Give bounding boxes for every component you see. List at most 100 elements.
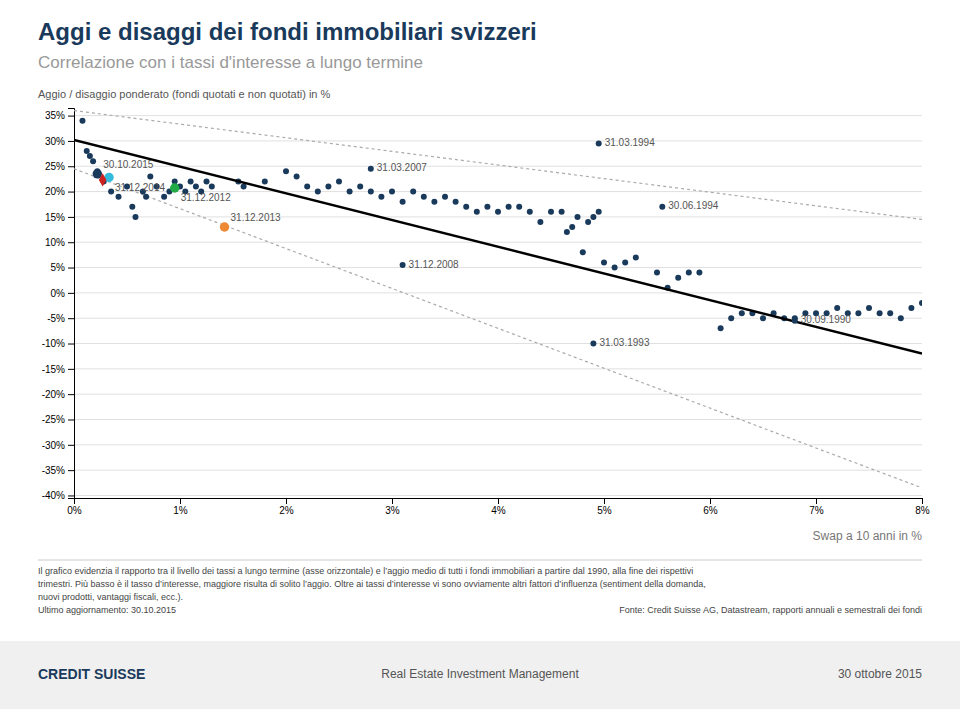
x-tick: 6% (703, 498, 718, 516)
footer-date: 30 ottobre 2015 (838, 667, 922, 681)
grid-line (74, 140, 922, 141)
title: Aggi e disaggi dei fondi immobiliari svi… (38, 18, 537, 45)
x-tick: 1% (173, 498, 188, 516)
regression-line (74, 140, 922, 354)
point (129, 204, 135, 210)
y-tick: 0% (51, 288, 74, 299)
point (283, 168, 289, 174)
highlight-label: 31.12.2014 (115, 182, 165, 193)
x-axis: 0%1%2%3%4%5%6%7%8% (67, 498, 930, 516)
x-tick-mark (180, 498, 181, 504)
x-tick-mark (816, 498, 817, 504)
point (474, 209, 480, 215)
annotated-point (400, 262, 406, 268)
y-tick: -30% (42, 440, 74, 451)
grid-line (74, 470, 922, 471)
x-tick-label: 3% (385, 505, 400, 516)
annotation-label: 30.09.1990 (801, 314, 851, 325)
y-tick-mark (68, 166, 74, 167)
footer-note: trimestri. Più basso è il tasso d’intere… (38, 579, 706, 589)
x-axis-line (75, 499, 923, 505)
point (389, 189, 395, 195)
point (537, 219, 543, 225)
point (686, 270, 692, 276)
y-tick-mark (68, 445, 74, 446)
y-axis-title: Aggio / disaggio ponderato (fondi quotat… (38, 88, 331, 100)
y-tick-label: 25% (45, 161, 65, 172)
annotated-point (590, 341, 596, 347)
y-tick-label: 15% (45, 212, 65, 223)
y-axis: -40%-35%-30%-25%-20%-15%-10%-5%0%5%10%15… (42, 109, 75, 502)
point (569, 224, 575, 230)
point (147, 173, 153, 179)
point (516, 204, 522, 210)
y-tick: -25% (42, 414, 74, 425)
y-tick-mark (68, 141, 74, 142)
grid-line (74, 368, 922, 369)
point (410, 189, 416, 195)
footer-bar (0, 641, 960, 709)
point (590, 214, 596, 220)
x-tick: 8% (915, 498, 930, 516)
point (495, 209, 501, 215)
point (877, 310, 883, 316)
point (654, 270, 660, 276)
annotation-label: 31.12.2008 (409, 259, 459, 270)
point (193, 184, 199, 190)
y-tick-mark (68, 217, 74, 218)
annotation-label: 31.03.2007 (377, 162, 427, 173)
point (357, 184, 363, 190)
logo: CREDIT SUISSE (38, 666, 145, 682)
y-tick: 35% (45, 110, 74, 121)
point (315, 189, 321, 195)
y-tick-mark (68, 192, 74, 193)
y-tick: 30% (45, 136, 74, 147)
point (548, 209, 554, 215)
point (855, 310, 861, 316)
point (760, 315, 766, 321)
annotated-point (792, 318, 798, 324)
point (834, 305, 840, 311)
y-tick-mark (68, 344, 74, 345)
point (79, 118, 85, 124)
x-tick-label: 6% (703, 505, 718, 516)
point (633, 254, 639, 260)
point (887, 310, 893, 316)
y-tick: -20% (42, 389, 74, 400)
annotated-point (659, 204, 665, 210)
point (108, 189, 114, 195)
point (506, 204, 512, 210)
point (564, 229, 570, 235)
x-tick-label: 7% (809, 505, 824, 516)
point (908, 305, 914, 311)
point (728, 315, 734, 321)
point (442, 194, 448, 200)
annotated-point (368, 166, 374, 172)
point (622, 259, 628, 265)
point (675, 275, 681, 281)
point (132, 214, 138, 220)
point (204, 178, 210, 184)
highlight-point (170, 183, 179, 192)
y-tick-label: 0% (51, 288, 66, 299)
x-tick-mark (498, 498, 499, 504)
y-tick-mark (68, 394, 74, 395)
point (188, 178, 194, 184)
point (463, 204, 469, 210)
y-tick-mark (68, 293, 74, 294)
point (739, 310, 745, 316)
grid-line (74, 419, 922, 420)
point (453, 199, 459, 205)
footer-note: nuovi prodotti, vantaggi fiscali, ecc.). (38, 592, 183, 602)
grid-line (74, 242, 922, 243)
point (336, 178, 342, 184)
band-line (74, 169, 922, 488)
point (421, 194, 427, 200)
point (400, 199, 406, 205)
point (325, 184, 331, 190)
point (866, 305, 872, 311)
y-tick-label: -35% (42, 465, 65, 476)
y-tick: 15% (45, 212, 74, 223)
y-tick: -35% (42, 465, 74, 476)
y-tick-label: -30% (42, 440, 65, 451)
